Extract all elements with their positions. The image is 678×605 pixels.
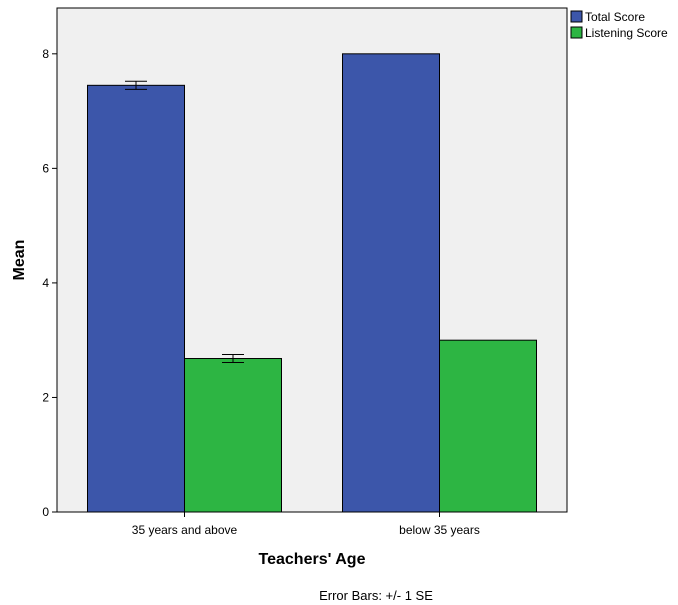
legend-swatch — [570, 10, 583, 23]
error-bars-note: Error Bars: +/- 1 SE — [319, 588, 433, 603]
error-bar — [125, 80, 147, 90]
y-tick-label: 2 — [42, 390, 49, 404]
x-tick-label: below 35 years — [399, 523, 480, 537]
error-bar — [222, 354, 244, 364]
x-tick-label: 35 years and above — [132, 523, 238, 537]
y-tick-label: 4 — [42, 276, 49, 290]
y-tick-label: 0 — [42, 505, 49, 519]
x-axis-title: Teachers' Age — [259, 551, 366, 568]
y-tick-label: 8 — [42, 47, 49, 61]
bar-listening-score-1 — [439, 339, 537, 513]
y-tick-label: 6 — [42, 161, 49, 175]
bar-listening-score-0 — [184, 358, 282, 513]
legend: Total Score Listening Score — [570, 10, 668, 40]
y-axis-title: Mean — [11, 240, 28, 281]
legend-label: Listening Score — [585, 26, 668, 40]
bar-total-score-1 — [342, 53, 440, 513]
legend-label: Total Score — [585, 10, 645, 24]
bar-total-score-0 — [87, 84, 185, 513]
legend-swatch — [570, 26, 583, 39]
